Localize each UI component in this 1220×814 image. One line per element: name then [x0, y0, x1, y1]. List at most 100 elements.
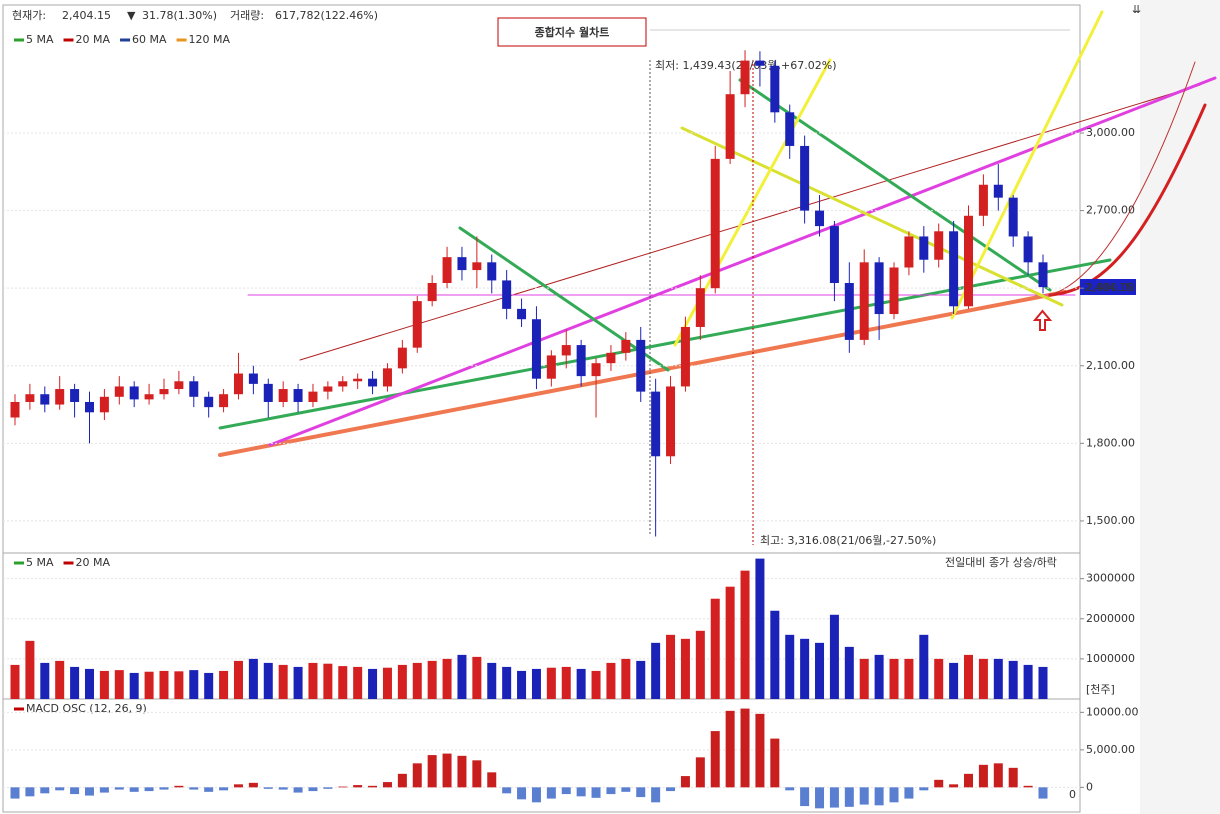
- volume-bar: [1023, 664, 1033, 699]
- legend-label: 60 MA: [132, 33, 167, 46]
- candle-body: [621, 339, 631, 353]
- volume-bar: [889, 658, 899, 699]
- candle-body: [889, 267, 899, 315]
- trend-line: [950, 10, 1104, 320]
- legend-label: 20 MA: [76, 556, 111, 569]
- candle-body: [904, 236, 914, 268]
- y-tick-label: 5,000.00: [1086, 743, 1135, 756]
- volume-bar: [1008, 660, 1018, 699]
- legend-label: 20 MA: [76, 33, 111, 46]
- candle-body: [10, 401, 20, 418]
- macd-bar: [10, 787, 20, 799]
- volume-bar: [472, 656, 482, 699]
- volume-bar: [323, 663, 333, 699]
- macd-bar: [710, 731, 720, 788]
- macd-bar: [189, 787, 199, 790]
- arrow-marker: [1032, 309, 1053, 331]
- volume-bar: [770, 610, 780, 699]
- candle-body: [129, 386, 139, 400]
- price-tag: 2,404.15: [1084, 281, 1133, 294]
- volume-bar: [904, 658, 914, 699]
- macd-bar: [308, 787, 318, 792]
- candle-body: [874, 262, 884, 315]
- macd-bar: [546, 787, 556, 799]
- volume-bar: [338, 666, 348, 699]
- candle-body: [442, 257, 452, 284]
- macd-bar: [1008, 767, 1018, 788]
- chart-title: 종합지수 월차트: [535, 25, 610, 39]
- macd-bar: [40, 787, 50, 794]
- volume-bar: [278, 664, 288, 699]
- macd-bar: [323, 787, 333, 789]
- candle-body: [815, 210, 825, 227]
- volume-bar: [70, 666, 80, 699]
- macd-bar: [651, 787, 661, 803]
- macd-bar: [561, 787, 571, 795]
- price-label: 현재가:: [12, 9, 46, 22]
- volume-bar: [293, 666, 303, 699]
- volume-bar: [84, 668, 94, 699]
- candle-body: [174, 381, 184, 390]
- macd-bar: [204, 787, 214, 792]
- macd-bar: [531, 787, 541, 803]
- scroll-icon[interactable]: ⇊: [1132, 3, 1141, 16]
- y-tick-label: 2,100.00: [1086, 359, 1135, 372]
- legend-label: 5 MA: [26, 556, 54, 569]
- volume-bar: [189, 670, 199, 699]
- candle-body: [84, 401, 94, 413]
- volume-bar: [636, 660, 646, 699]
- volume-bar: [353, 666, 363, 699]
- candle-body: [785, 112, 795, 146]
- candle-body: [651, 391, 661, 457]
- y-tick-label: 2,400.00: [1086, 281, 1135, 294]
- candle-body: [576, 345, 586, 377]
- candle-body: [233, 373, 243, 395]
- candle-body: [1038, 262, 1048, 288]
- volume-bar: [1038, 666, 1048, 699]
- volume-bar: [114, 670, 124, 699]
- candle-body: [25, 394, 35, 402]
- trend-line: [218, 258, 1112, 430]
- candle-body: [427, 283, 437, 302]
- volume-bar: [561, 666, 571, 699]
- candle-body: [114, 386, 124, 397]
- macd-bar: [606, 787, 616, 795]
- candle-body: [293, 389, 303, 402]
- y-tick-label: 2,700.00: [1086, 204, 1135, 217]
- volume-bar: [829, 614, 839, 699]
- macd-bar: [368, 785, 378, 788]
- candle-body: [99, 396, 109, 413]
- macd-bar: [144, 787, 154, 792]
- volume-bar: [621, 658, 631, 699]
- volume-bar: [740, 570, 750, 699]
- volume-bar: [666, 634, 676, 699]
- macd-bar: [770, 738, 780, 788]
- volume-bar: [457, 654, 467, 699]
- y-tick-label: 3,000.00: [1086, 126, 1135, 139]
- macd-bar: [725, 710, 735, 788]
- volume-bar: [576, 668, 586, 699]
- candle-body: [1023, 236, 1033, 263]
- volume-bar: [248, 658, 258, 699]
- trend-line: [458, 226, 670, 372]
- volume-bar: [934, 658, 944, 699]
- macd-bar: [353, 785, 363, 788]
- volume-bar: [144, 671, 154, 699]
- legend-label: 120 MA: [189, 33, 231, 46]
- candle-body: [666, 386, 676, 457]
- macd-bar: [1023, 785, 1033, 788]
- y-tick-label: 10000.00: [1086, 705, 1139, 718]
- volume-bar: [55, 660, 65, 699]
- candle-body: [70, 389, 80, 402]
- macd-bar: [129, 787, 139, 792]
- volume-bar: [725, 586, 735, 699]
- volume-bar: [919, 634, 929, 699]
- candle-body: [740, 60, 750, 95]
- price-tag-box: [1080, 279, 1136, 295]
- macd-bar: [740, 708, 750, 788]
- macd-bar: [576, 787, 586, 797]
- candle-body: [248, 373, 258, 384]
- volume-bar: [174, 671, 184, 699]
- macd-bar: [84, 787, 94, 796]
- macd-bar: [382, 782, 392, 788]
